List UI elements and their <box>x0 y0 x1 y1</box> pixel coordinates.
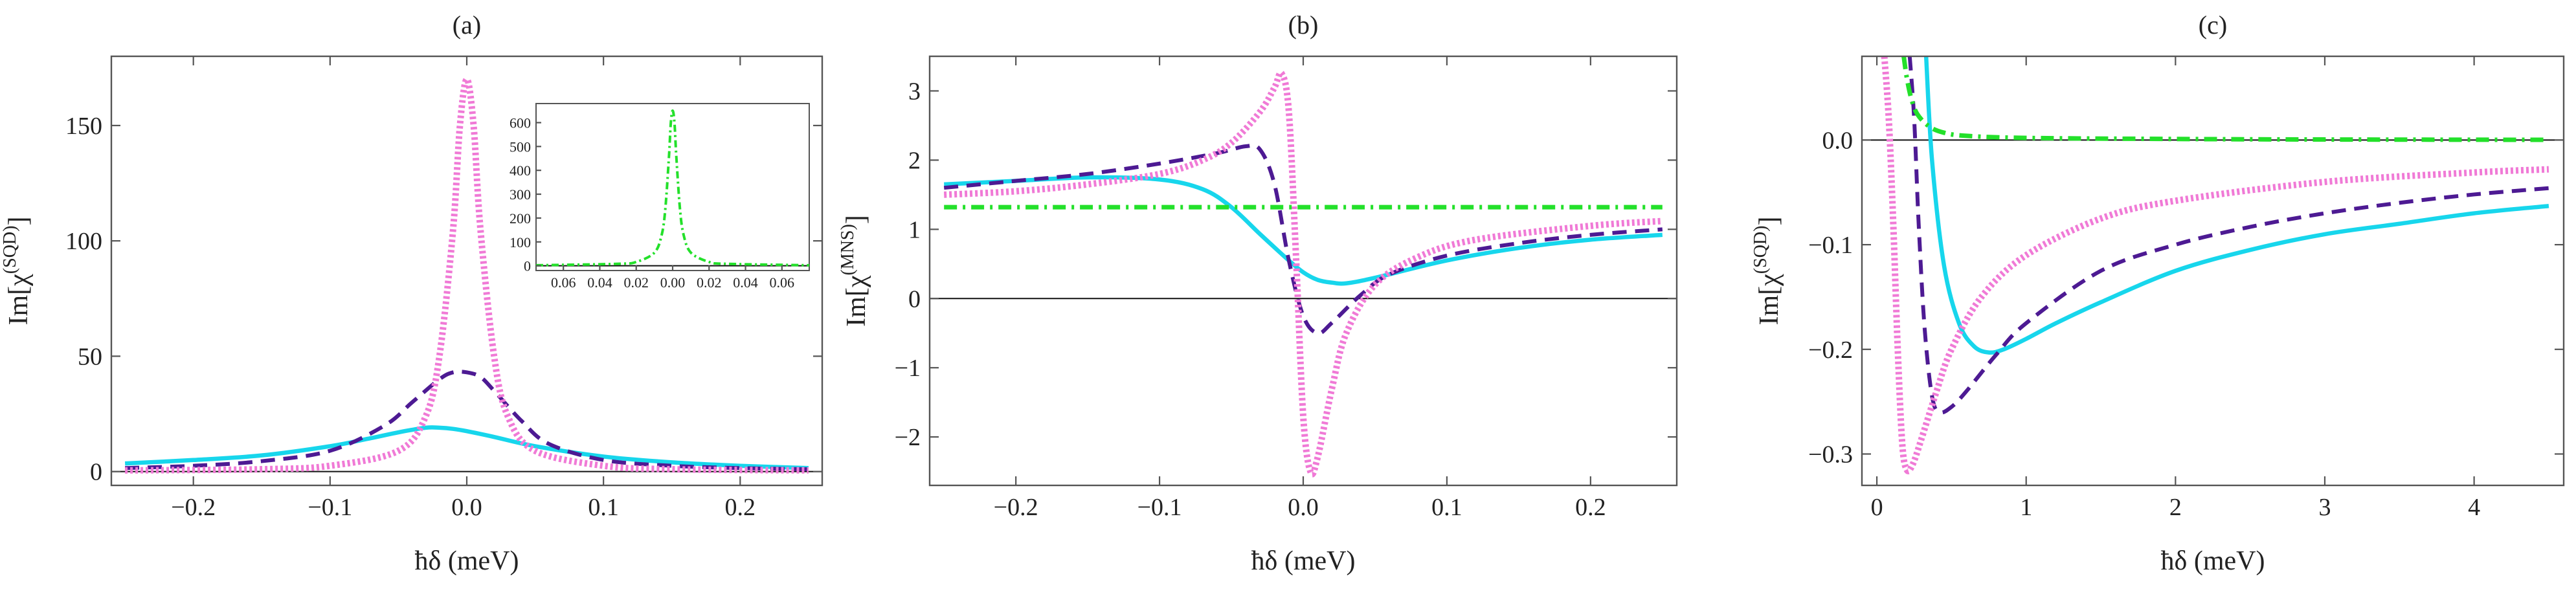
y-tick-label: −0.2 <box>1808 337 1853 364</box>
inset-x-tick-label: 0.02 <box>623 274 649 291</box>
inset-y-tick-label: 100 <box>510 234 531 250</box>
x-tick-label: 0.0 <box>1288 494 1319 521</box>
inset-y-tick-label: 0 <box>524 258 531 274</box>
y-axis-label-base: Im[χ <box>4 274 34 326</box>
inset-x-tick-label: 0.04 <box>587 274 612 291</box>
inset-series-line-dashdot <box>536 109 809 267</box>
y-tick-label: 50 <box>78 343 102 370</box>
x-tick-label: 0.1 <box>1431 494 1462 521</box>
x-tick-label: 0 <box>1871 494 1883 521</box>
x-tick-label: 1 <box>2020 494 2032 521</box>
x-tick-label: −0.2 <box>171 494 216 521</box>
y-axis-label-base: Im[χ <box>842 275 871 327</box>
y-tick-label: −0.3 <box>1808 441 1853 468</box>
y-axis-label: Im[χ(SQD)] <box>1751 217 1784 326</box>
inset-y-tick-label: 200 <box>510 210 531 227</box>
series-line-dashed <box>125 370 809 472</box>
inset-y-tick-label: 300 <box>510 186 531 203</box>
y-axis-label-tail: ] <box>842 215 871 224</box>
chart-panel-b: (b) −0.2 −0.1 0.0 0.1 0.2 −2 −1 0 1 2 3 ħδ (meV) Im[χ… <box>838 10 1678 576</box>
inset-chart: 0.06 0.04 0.02 0.00 0.02 0.04 0.06 0 100 200 300 40… <box>510 103 810 291</box>
inset-x-tick-label: 0.02 <box>697 274 722 291</box>
panel-title: (a) <box>453 10 481 39</box>
series-line-dotted <box>943 69 1663 478</box>
y-tick-label: 0.0 <box>1822 127 1854 154</box>
y-tick-label: −1 <box>895 355 921 382</box>
y-tick-label: 2 <box>908 147 921 174</box>
series-line-dotted <box>1881 56 2549 474</box>
x-tick-label: −0.1 <box>308 494 352 521</box>
inset-y-tick-label: 500 <box>510 138 531 155</box>
plot-frame <box>1861 55 2565 487</box>
x-tick-label: 4 <box>2468 494 2480 521</box>
x-tick-label: −0.2 <box>994 494 1038 521</box>
x-tick-label: 0.2 <box>725 494 756 521</box>
inset-x-tick-label: 0.04 <box>733 274 758 291</box>
y-axis-label-superscript: (SQD) <box>1751 226 1771 274</box>
inset-x-tick-label: 0.06 <box>551 274 576 291</box>
y-tick-label: 100 <box>65 228 102 255</box>
y-axis-label-base: Im[χ <box>1754 274 1784 326</box>
x-tick-label: 0.1 <box>588 494 619 521</box>
inset-frame <box>535 103 810 271</box>
x-tick-label: 0.2 <box>1575 494 1606 521</box>
y-axis-label-tail: ] <box>4 217 34 226</box>
x-axis-label: ħδ (meV) <box>2161 546 2265 576</box>
x-tick-label: 2 <box>2169 494 2182 521</box>
series-line-dashed <box>943 143 1663 335</box>
x-tick-label: −0.1 <box>1137 494 1182 521</box>
y-axis-label-tail: ] <box>1754 217 1784 226</box>
y-tick-label: −2 <box>895 424 921 451</box>
y-axis-label-text: Im[χ(SQD)] <box>1751 217 1784 326</box>
x-axis-label: ħδ (meV) <box>1251 546 1356 576</box>
y-tick-label: 150 <box>65 113 102 140</box>
y-axis-label-text: Im[χ(SQD)] <box>0 217 34 326</box>
y-axis-label-superscript: (SQD) <box>0 226 20 274</box>
y-axis-label: Im[χ(SQD)] <box>0 217 34 326</box>
y-tick-label: −0.1 <box>1808 232 1853 259</box>
inset-x-tick-label: 0.06 <box>770 274 795 291</box>
y-axis-label-superscript: (MNS) <box>838 224 858 275</box>
y-axis-label: Im[χ(MNS)] <box>838 215 871 327</box>
y-axis-label-text: Im[χ(MNS)] <box>838 215 871 327</box>
series-line-solid <box>124 425 809 471</box>
inset-y-tick-label: 400 <box>510 162 531 179</box>
y-tick-label: 3 <box>908 78 921 105</box>
series-line-dashed <box>1907 56 2549 415</box>
chart-panel-a: (a) −0.2 −0.1 0.0 0.1 0.2 0 50 100 150 ħδ (meV) Im[… <box>0 10 823 576</box>
inset-x-tick-label: 0.00 <box>660 274 686 291</box>
x-axis-label: ħδ (meV) <box>415 546 519 576</box>
series-line-solid <box>1923 56 2549 355</box>
y-tick-label: 0 <box>90 459 102 486</box>
y-tick-label: 0 <box>908 285 921 313</box>
x-tick-label: 0.0 <box>451 494 482 521</box>
panel-title: (c) <box>2199 10 2227 39</box>
panel-title: (b) <box>1288 10 1319 39</box>
x-tick-label: 3 <box>2318 494 2331 521</box>
inset-y-tick-label: 600 <box>510 115 531 131</box>
y-tick-label: 1 <box>908 216 921 243</box>
series-line-solid <box>944 175 1663 286</box>
series-line-dashdot <box>1901 56 2549 142</box>
chart-panel-c: (c) 0 1 2 3 4 −0.3 −0.2 −0.1 0.0 ħδ (meV) Im[χ(SQD)… <box>1751 10 2565 576</box>
